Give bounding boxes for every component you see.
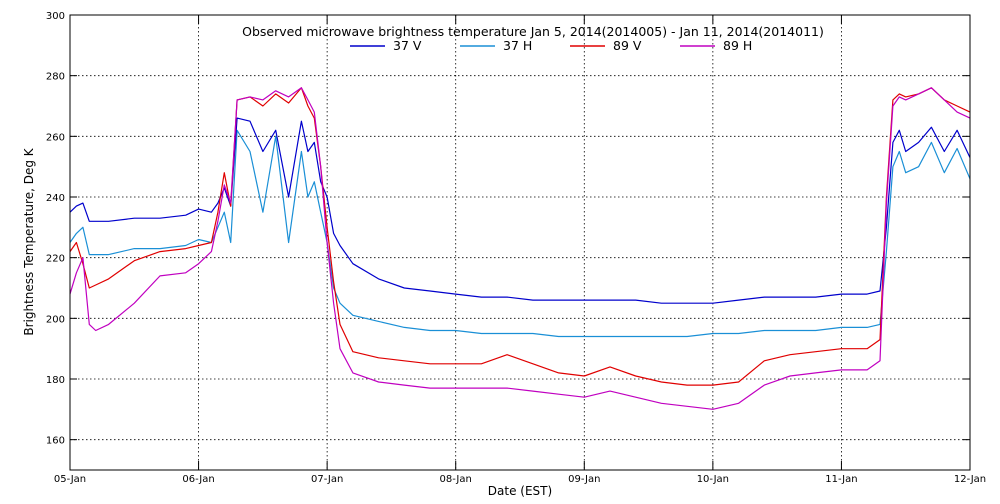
plot-frame bbox=[69, 14, 971, 471]
legend-label-89v: 89 V bbox=[613, 38, 642, 53]
series-line-37h bbox=[69, 129, 971, 338]
x-axis-title: Date (EST) bbox=[488, 484, 552, 498]
x-tick-label: 09-Jan bbox=[568, 474, 600, 485]
y-tick-label: 240 bbox=[46, 193, 65, 204]
legend: 37 V 37 H 89 V 89 H bbox=[350, 38, 752, 53]
x-tick-label: 06-Jan bbox=[182, 474, 214, 485]
y-tick-label: 220 bbox=[46, 254, 65, 265]
x-tick-label: 11-Jan bbox=[825, 474, 857, 485]
chart-title: Observed microwave brightness temperatur… bbox=[242, 24, 824, 39]
y-tick-label: 160 bbox=[46, 436, 65, 447]
y-tick-label: 300 bbox=[46, 11, 65, 22]
legend-label-89h: 89 H bbox=[723, 38, 752, 53]
legend-label-37v: 37 V bbox=[393, 38, 422, 53]
x-tick-label: 07-Jan bbox=[311, 474, 343, 485]
grid-layer bbox=[70, 15, 970, 470]
x-tick-label: 10-Jan bbox=[697, 474, 729, 485]
series-line-37v bbox=[69, 117, 971, 304]
x-tick-label: 12-Jan bbox=[954, 474, 986, 485]
series-line-89v bbox=[69, 87, 971, 386]
y-tick-label: 260 bbox=[46, 132, 65, 143]
series-layer bbox=[69, 87, 971, 410]
legend-label-37h: 37 H bbox=[503, 38, 532, 53]
x-tick-label: 05-Jan bbox=[54, 474, 86, 485]
x-tick-label: 08-Jan bbox=[440, 474, 472, 485]
y-tick-label: 200 bbox=[46, 314, 65, 325]
series-line-89h bbox=[69, 87, 971, 410]
axis-layer: 160 180 200 220 240 260 280 300 05-Jan 06-Jan 07-J… bbox=[46, 11, 986, 485]
y-axis-title: Brightness Temperature, Deg K bbox=[22, 147, 36, 335]
y-tick-label: 280 bbox=[46, 72, 65, 83]
y-tick-label: 180 bbox=[46, 375, 65, 386]
